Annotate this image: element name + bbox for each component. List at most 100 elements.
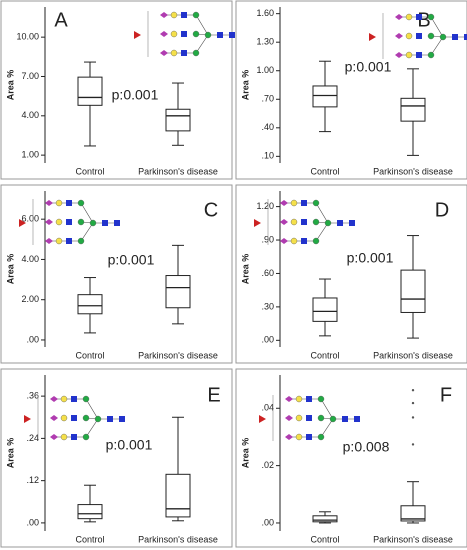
glycan-circle: [405, 32, 413, 40]
glycan-square: [107, 416, 113, 422]
glycan-diamond: [280, 238, 288, 244]
y-tick-label: 10.00: [16, 32, 39, 42]
glycan-square: [464, 34, 467, 40]
glycan-circle: [77, 237, 85, 245]
glycan-square: [416, 33, 422, 39]
panel-border: [235, 368, 467, 548]
glycan-circle: [192, 11, 200, 19]
glycan-circle: [295, 414, 303, 422]
y-tick-label: .00: [261, 335, 274, 345]
glycan-fucose: [19, 219, 26, 227]
glycan-square: [306, 434, 312, 440]
y-tick-label: .12: [26, 475, 39, 485]
panel-border: [235, 184, 467, 364]
glycan-square: [416, 14, 422, 20]
glycan-circle: [170, 49, 178, 57]
glycan-fucose: [24, 415, 31, 423]
panel-border: [235, 0, 467, 180]
glycan-circle: [204, 31, 212, 39]
glycan-diamond: [395, 52, 403, 58]
panel-border: [0, 0, 233, 180]
x-tick-label: Control: [75, 166, 104, 176]
x-tick-label: Parkinson's disease: [138, 534, 218, 544]
p-value: p:0.001: [108, 252, 155, 268]
glycan-square: [306, 415, 312, 421]
glycan-link: [315, 222, 329, 242]
glycan-square: [337, 220, 343, 226]
x-tick-label: Control: [310, 350, 339, 360]
glycan-diamond: [50, 415, 58, 421]
glycan-diamond: [280, 200, 288, 206]
y-tick-label: .60: [261, 268, 274, 278]
box: [77, 294, 103, 315]
glycan-square: [229, 32, 235, 38]
glycan-square: [71, 415, 77, 421]
y-tick-label: .10: [261, 151, 274, 161]
x-tick-label: Control: [310, 166, 339, 176]
box: [312, 297, 338, 322]
y-axis-label: Area %: [240, 254, 250, 285]
glycan-circle: [170, 11, 178, 19]
p-value: p:0.001: [106, 437, 153, 453]
p-value: p:0.001: [112, 87, 159, 103]
x-tick-label: Parkinson's disease: [138, 350, 218, 360]
panel-letter: C: [204, 199, 218, 221]
glycan-diamond: [285, 434, 293, 440]
glycan-link: [320, 418, 334, 438]
y-axis-label: Area %: [240, 438, 250, 469]
glycan-square: [66, 238, 72, 244]
glycan-square: [181, 31, 187, 37]
glycan-circle: [170, 30, 178, 38]
glycan-circle: [55, 199, 63, 207]
y-tick-label: .00: [26, 517, 39, 527]
glycan-circle: [427, 32, 435, 40]
p-value: p:0.001: [347, 250, 394, 266]
panel: 1.00 4.00 7.00 10.00 Area % Ap:0.001 Control Pa…: [0, 0, 235, 180]
glycan-circle: [290, 218, 298, 226]
glycan-square: [66, 200, 72, 206]
y-tick-label: 4.00: [21, 110, 39, 120]
glycan-circle: [192, 49, 200, 57]
box: [400, 269, 426, 313]
glycan-square: [416, 52, 422, 58]
box: [312, 85, 338, 108]
y-tick-label: .36: [26, 391, 39, 401]
glycan-circle: [290, 199, 298, 207]
outlier: [411, 443, 415, 446]
glycan-fucose: [254, 219, 261, 227]
glycan-square: [181, 12, 187, 18]
panel-letter: F: [440, 384, 452, 406]
glycan-square: [66, 219, 72, 225]
glycan-square: [301, 238, 307, 244]
glycan-circle: [55, 237, 63, 245]
panel: .10 .40 .70 1.00 1.30 1.60 Area % Bp:0.001 Contr…: [235, 0, 467, 180]
glycan-circle: [427, 13, 435, 21]
y-tick-label: 4.00: [21, 254, 39, 264]
glycan-diamond: [160, 31, 168, 37]
panel-border: [0, 368, 233, 548]
p-value: p:0.008: [343, 439, 390, 455]
glycan-circle: [60, 433, 68, 441]
y-tick-label: .24: [26, 433, 39, 443]
y-tick-label: .70: [261, 94, 274, 104]
y-tick-label: 1.00: [256, 65, 274, 75]
glycan-circle: [324, 219, 332, 227]
glycan-diamond: [50, 396, 58, 402]
y-tick-label: 1.60: [256, 8, 274, 18]
glycan-diamond: [395, 33, 403, 39]
glycan-square: [301, 200, 307, 206]
panel: .00 2.00 4.00 6.00 Area % Cp:0.001 Control Park…: [0, 184, 233, 364]
glycan-circle: [94, 415, 102, 423]
x-tick-label: Parkinson's disease: [373, 166, 453, 176]
glycan-link: [320, 398, 334, 420]
y-tick-label: 1.30: [256, 37, 274, 47]
y-tick-label: .00: [261, 517, 274, 527]
y-tick-label: 6.00: [21, 214, 39, 224]
glycan-square: [114, 220, 120, 226]
glycan-diamond: [45, 219, 53, 225]
y-tick-label: 1.00: [21, 150, 39, 160]
glycan-square: [102, 220, 108, 226]
glycan-circle: [427, 51, 435, 59]
glycan-diamond: [160, 12, 168, 18]
